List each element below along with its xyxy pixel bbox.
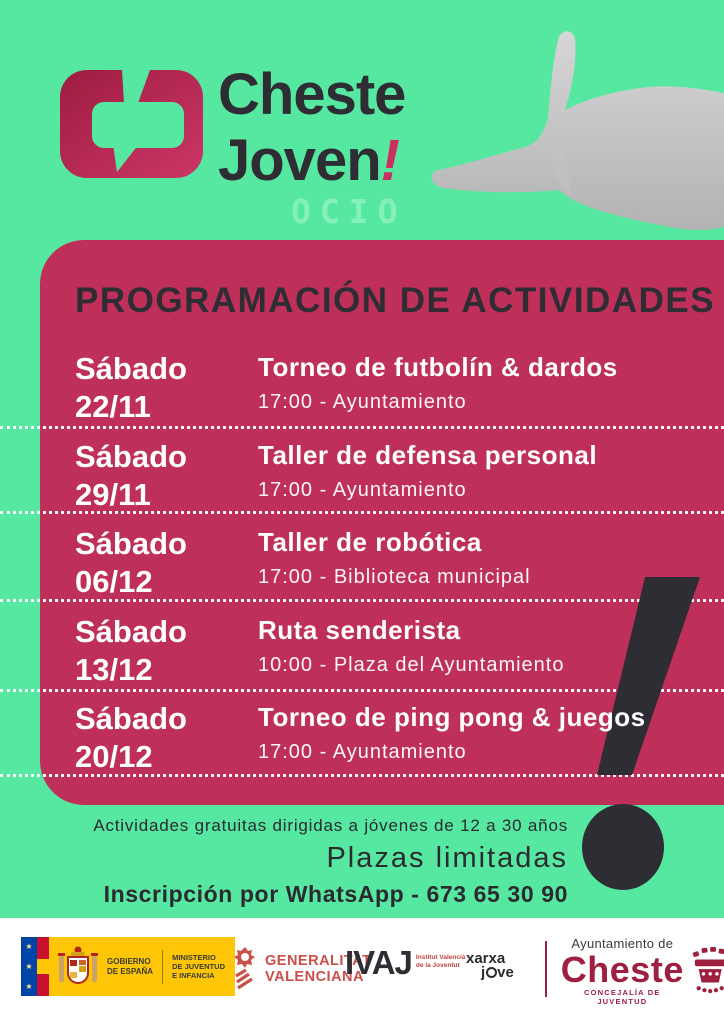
exclamation-mark-graphic — [582, 577, 700, 890]
ministerio-label: MINISTERIO DE JUVENTUD E INFANCIA — [172, 953, 226, 980]
footer-divider — [545, 941, 547, 997]
event-detail: 17:00 - Ayuntamiento — [258, 741, 467, 763]
event-date-label: 13/12 — [75, 652, 153, 687]
event-day-label: Sábado — [75, 439, 187, 474]
brand-title: Cheste Joven! — [218, 62, 406, 194]
info-block: Actividades gratuitas dirigidas a jóvene… — [40, 816, 568, 908]
ivaj-wordmark: IVAJ — [345, 944, 413, 981]
event-detail: 10:00 - Plaza del Ayuntamiento — [258, 654, 565, 676]
event-date: Sábado 29/11 — [75, 438, 258, 514]
event-title: Torneo de ping pong & juegos — [258, 702, 646, 732]
event-date: Sábado 22/11 — [75, 350, 258, 426]
event-date: Sábado 20/12 — [75, 700, 258, 776]
generalitat-valenciana-logo: GENERALITAT VALENCIANA — [232, 946, 371, 992]
event-row: Sábado 20/12 Torneo de ping pong & juego… — [75, 700, 705, 776]
gva-label: GENERALITAT VALENCIANA — [265, 953, 372, 985]
event-title: Torneo de futbolín & dardos — [258, 352, 618, 382]
event-title: Ruta senderista — [258, 615, 461, 645]
gobierno-espana-logo: ★ ★ ★ GOBIERNO DE ESPAÑA MI — [21, 937, 236, 996]
dotted-separator — [0, 689, 724, 692]
dotted-separator — [0, 426, 724, 429]
event-row: Sábado 29/11 Taller de defensa personal … — [75, 438, 705, 514]
event-day-label: Sábado — [75, 614, 187, 649]
xarxa-node-icon — [485, 967, 497, 978]
event-date-label: 06/12 — [75, 564, 153, 599]
event-day-label: Sábado — [75, 701, 187, 736]
dotted-separator — [0, 511, 724, 514]
event-date-label: 22/11 — [75, 389, 151, 424]
event-date: Sábado 13/12 — [75, 613, 258, 689]
cheste-wordmark: Cheste — [560, 949, 684, 990]
xarxa-jove-logo: xarxa j ve — [466, 950, 514, 981]
event-info: Taller de defensa personal 17:00 - Ayunt… — [258, 438, 597, 514]
event-title: Taller de defensa personal — [258, 440, 598, 470]
xarxa-line2: j ve — [481, 964, 514, 981]
event-info: Ruta senderista 10:00 - Plaza del Ayunta… — [258, 613, 564, 689]
ayuntamiento-cheste-logo: Ayuntamiento de Cheste CONCEJALÍA DE JUV… — [560, 936, 724, 1006]
cheste-pre-label: Ayuntamiento de — [571, 936, 674, 951]
event-date-label: 20/12 — [75, 739, 153, 774]
ivaj-logo: IVAJ Institut Valencià de la Joventut — [345, 946, 465, 979]
brand-subtitle-ocio: OCIO — [291, 192, 407, 231]
event-day-label: Sábado — [75, 351, 187, 386]
event-info: Torneo de ping pong & juegos 17:00 - Ayu… — [258, 700, 646, 776]
event-detail: 17:00 - Ayuntamiento — [258, 479, 467, 501]
event-info: Torneo de futbolín & dardos 17:00 - Ayun… — [258, 350, 618, 426]
xarxa-line1: xarxa — [466, 950, 506, 967]
dotted-separator — [0, 774, 724, 777]
dotted-separator — [0, 599, 724, 602]
event-date-label: 29/11 — [75, 477, 151, 512]
ivaj-subtitle: Institut Valencià de la Joventut — [415, 954, 466, 969]
spain-coat-of-arms-icon — [58, 946, 98, 984]
activities-panel — [40, 240, 724, 805]
cheste-emblem-icon — [692, 947, 724, 994]
gobierno-label: GOBIERNO DE ESPAÑA — [107, 956, 154, 976]
event-row: Sábado 13/12 Ruta senderista 10:00 - Pla… — [75, 613, 705, 689]
flag-yellow-panel: GOBIERNO DE ESPAÑA MINISTERIO DE JUVENTU… — [49, 937, 236, 996]
event-detail: 17:00 - Ayuntamiento — [258, 391, 467, 413]
gva-emblem-icon — [234, 947, 255, 990]
event-detail: 17:00 - Biblioteca municipal — [258, 566, 531, 588]
info-free-activities: Actividades gratuitas dirigidas a jóvene… — [93, 816, 568, 835]
event-day-label: Sábado — [75, 526, 187, 561]
event-date: Sábado 06/12 — [75, 525, 258, 601]
event-row: Sábado 22/11 Torneo de futbolín & dardos… — [75, 350, 705, 426]
info-whatsapp-signup: Inscripción por WhatsApp - 673 65 30 90 — [103, 881, 568, 907]
event-row: Sábado 06/12 Taller de robótica 17:00 - … — [75, 525, 705, 601]
eu-stars-strip: ★ ★ ★ — [21, 937, 37, 996]
info-limited-places: Plazas limitadas — [326, 842, 568, 874]
event-info: Taller de robótica 17:00 - Biblioteca mu… — [258, 525, 531, 601]
cheste-sub-label: CONCEJALÍA DE JUVENTUD — [584, 988, 661, 1006]
cheste-joven-logo — [60, 70, 203, 178]
brand-title-line2: Joven! — [218, 128, 400, 193]
event-title: Taller de robótica — [258, 527, 482, 557]
pointing-hand-image — [431, 31, 724, 230]
gobierno-divider — [162, 949, 164, 984]
panel-heading: PROGRAMACIÓN DE ACTIVIDADES — [75, 281, 716, 320]
flag-red-strip — [37, 937, 49, 996]
brand-exclamation: ! — [380, 128, 400, 193]
brand-title-line1: Cheste — [218, 62, 406, 127]
